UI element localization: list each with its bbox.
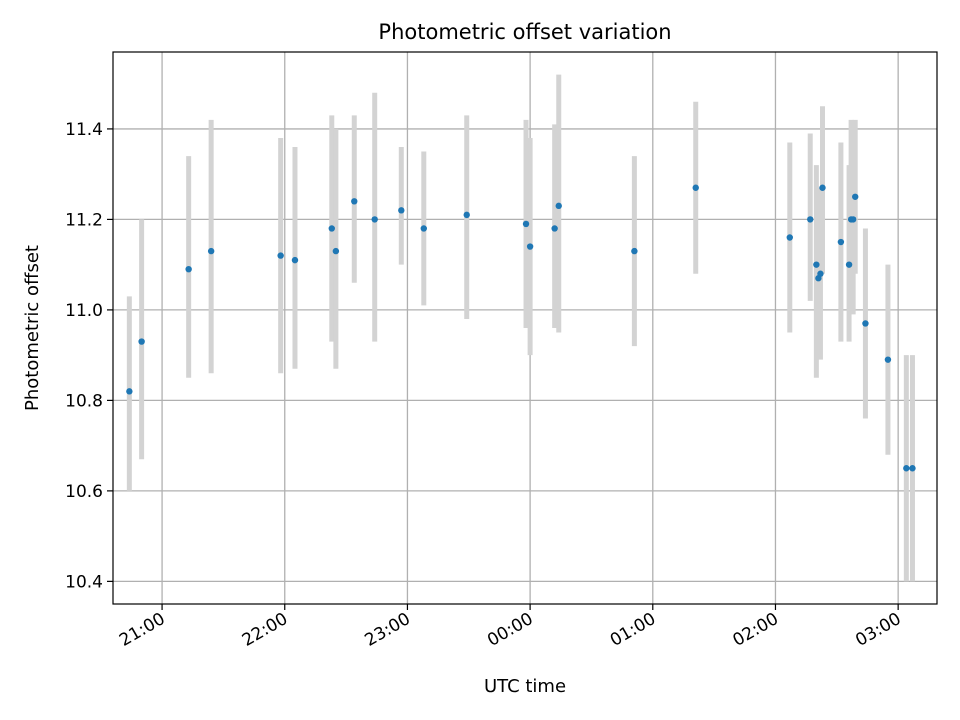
- y-tick-label: 11.4: [65, 120, 103, 140]
- data-point: [291, 256, 299, 264]
- y-axis-label: Photometric offset: [22, 245, 43, 411]
- data-point: [277, 252, 284, 259]
- data-point: [138, 338, 145, 345]
- axes-frame: [112, 51, 938, 605]
- data-point: [807, 216, 814, 223]
- data-point: [786, 234, 793, 241]
- data-point: [862, 320, 869, 327]
- y-axis-ticks: 10.4 10.6 10.8 11.0 11.2 11.4: [65, 120, 113, 592]
- data-point: [555, 202, 562, 210]
- data-point: [817, 270, 824, 277]
- data-point: [522, 220, 530, 228]
- data-point: [463, 211, 470, 219]
- data-point: [819, 184, 826, 191]
- data-point: [551, 225, 558, 232]
- data-point: [845, 261, 853, 268]
- data-point: [631, 247, 638, 255]
- y-tick-label: 11.2: [65, 210, 103, 230]
- data-point: [909, 465, 916, 472]
- chart-title: Photometric offset variation: [378, 20, 671, 44]
- data-point: [526, 243, 534, 250]
- data-point: [185, 265, 192, 273]
- data-point: [126, 388, 133, 395]
- y-tick-label: 10.8: [65, 391, 103, 411]
- data-point: [207, 247, 215, 255]
- data-point: [398, 207, 405, 214]
- data-point: [852, 193, 859, 200]
- data-point: [884, 356, 892, 363]
- y-tick-label: 10.4: [65, 572, 103, 592]
- data-point: [420, 225, 427, 232]
- x-axis-label: UTC time: [484, 676, 566, 697]
- data-point: [813, 261, 820, 268]
- data-point: [903, 465, 910, 472]
- data-points: [126, 184, 916, 472]
- data-point: [328, 225, 335, 232]
- y-tick-label: 10.6: [65, 482, 103, 502]
- data-point: [351, 198, 358, 205]
- data-point: [371, 216, 378, 223]
- data-point: [849, 216, 857, 223]
- data-point: [332, 247, 340, 255]
- y-tick-label: 11.0: [65, 301, 103, 321]
- data-point: [692, 184, 699, 191]
- data-point: [837, 238, 845, 246]
